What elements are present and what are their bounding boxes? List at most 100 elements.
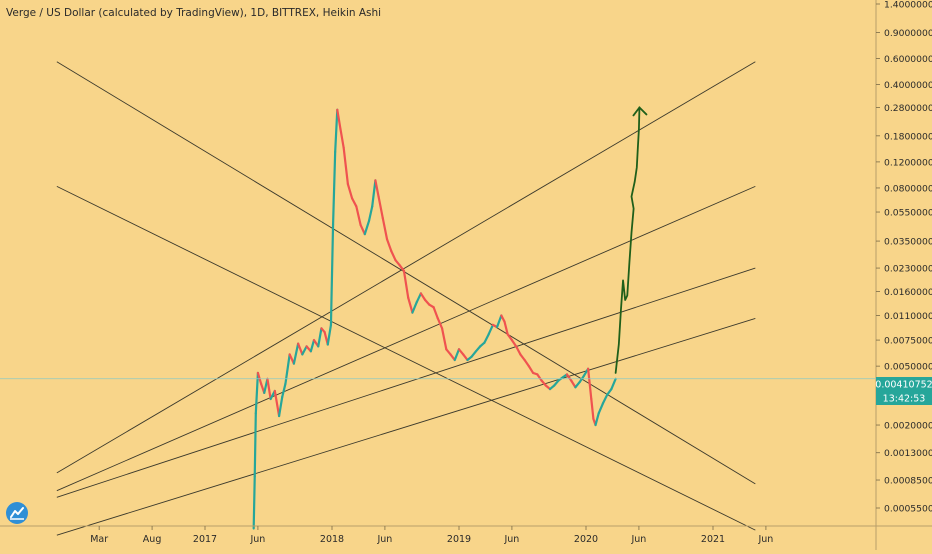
price-segment [415,292,422,304]
x-tick-label: Jun [503,534,519,545]
price-segment [506,333,514,342]
price-segment [329,223,335,326]
price-segment [457,348,465,356]
x-tick-label: Jun [757,534,773,545]
trendline-long-downtrend [56,61,756,485]
chart-title: Verge / US Dollar (calculated by Trading… [6,7,382,19]
price-segment [601,393,609,405]
price-segment [326,323,333,346]
price-segment [297,342,304,356]
price-segment [470,350,478,358]
tradingview-logo-icon[interactable] [6,502,28,524]
x-tick-label: 2021 [701,534,725,545]
price-segment [411,301,418,314]
price-series-layer [252,108,617,530]
price-segment [351,197,358,208]
price-segment [590,397,595,421]
price-segment [346,182,354,200]
price-segment [377,195,384,220]
trendline-mid-downtrend [56,185,756,531]
x-tick-label: Jun [249,534,265,545]
price-segment [367,205,374,222]
x-tick-label: Aug [143,534,162,545]
price-segment [381,217,389,241]
price-segment [317,327,323,348]
price-segment [515,345,522,356]
price-segment [453,348,461,362]
price-segment [510,338,518,348]
price-segment [339,127,345,149]
price-segment [301,345,308,356]
projection-arrowhead-icon [632,106,648,117]
y-tick-label: 0.00055000 [884,504,932,515]
price-segment [565,373,573,382]
price-segment [402,269,410,299]
price-segment [500,314,506,323]
x-tick-label: 2018 [320,534,344,545]
price-segment [252,475,256,530]
price-segment [273,389,281,418]
x-tick-label: Jun [376,534,392,545]
price-segment [597,402,605,415]
price-segment [363,219,371,236]
price-segment [536,373,543,382]
price-segment [390,249,397,262]
x-tick-label: 2017 [193,534,217,545]
projection-drawing-layer [614,106,648,374]
x-tick-label: 2020 [574,534,598,545]
price-segment [292,342,300,365]
price-segment [527,365,535,375]
price-segment [574,381,581,389]
price-segment [385,238,393,253]
price-segment [496,314,503,329]
price-badge: 0.00410752 [875,377,932,391]
price-segment [432,306,439,320]
countdown-badge: 13:42:53 [876,391,932,405]
price-segment [503,320,509,336]
price-segment [606,387,613,396]
price-segment [256,371,263,385]
price-segment [570,379,577,389]
price-segment [587,367,593,401]
x-tick-label: Mar [90,534,108,545]
price-segment [331,150,337,227]
price-segment [309,338,316,353]
price-segment [407,296,414,314]
price-segment [610,377,617,391]
price-segment [519,353,526,362]
trendline-mid-uptrend [56,185,756,492]
price-segment [523,358,530,368]
x-tick-label: Jun [630,534,646,545]
price-segment [445,348,452,356]
price-segment [394,259,401,267]
price-segment [253,412,257,478]
price-segment [371,179,377,208]
price-segment [374,179,380,198]
price-segment [336,108,342,131]
price-segment [254,371,260,415]
time-axis[interactable]: Mar Aug 2017 Jun 2018 Jun 2019 Jun 2020 Jun 2021 Ju… [90,526,773,545]
price-segment [355,205,362,227]
price-segment [440,327,448,351]
price-segment [266,377,272,401]
x-tick-label: 2019 [447,534,471,545]
trendlines-layer [56,61,756,536]
